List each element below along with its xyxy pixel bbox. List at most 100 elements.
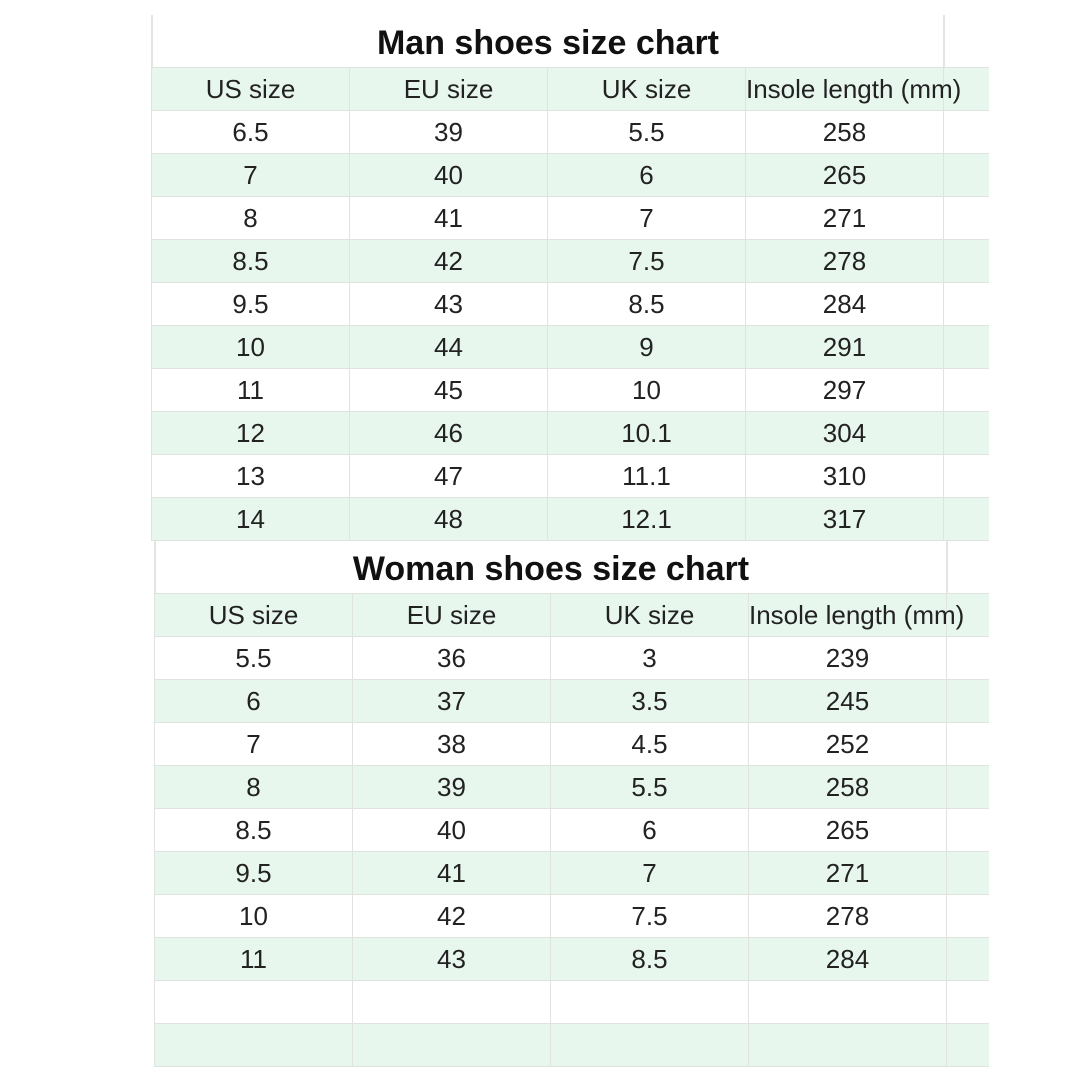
table-cell: 7 bbox=[547, 196, 746, 240]
table-row: 8 41 7 271 bbox=[151, 196, 989, 240]
table-cell: 48 bbox=[349, 497, 548, 541]
empty-cell bbox=[943, 153, 989, 197]
table-cell: 6.5 bbox=[151, 110, 350, 154]
empty-cell bbox=[946, 722, 989, 766]
column-header: US size bbox=[154, 593, 353, 637]
table-cell: 41 bbox=[349, 196, 548, 240]
woman-size-table: US size EU size UK size Insole length (mm) 5… bbox=[154, 593, 989, 1067]
table-cell: 278 bbox=[748, 894, 947, 938]
header-row: US size EU size UK size Insole length (mm) bbox=[151, 67, 989, 111]
empty-cell bbox=[943, 411, 989, 455]
table-cell: 3.5 bbox=[550, 679, 749, 723]
empty-cell bbox=[946, 593, 989, 637]
column-header: UK size bbox=[550, 593, 749, 637]
column-header: US size bbox=[151, 67, 350, 111]
table-cell: 42 bbox=[349, 239, 548, 283]
table-cell: 9 bbox=[547, 325, 746, 369]
table-cell: 271 bbox=[748, 851, 947, 895]
table-cell: 11 bbox=[151, 368, 350, 412]
table-row: 9.5 41 7 271 bbox=[154, 851, 989, 895]
table-cell: 9.5 bbox=[154, 851, 353, 895]
table-cell: 310 bbox=[745, 454, 944, 498]
table-cell: 10 bbox=[151, 325, 350, 369]
empty-cell bbox=[943, 497, 989, 541]
table-cell: 47 bbox=[349, 454, 548, 498]
man-chart-title: Man shoes size chart bbox=[151, 15, 945, 67]
table-cell: 44 bbox=[349, 325, 548, 369]
column-header: EU size bbox=[349, 67, 548, 111]
table-cell bbox=[748, 980, 947, 1024]
table-cell: 278 bbox=[745, 239, 944, 283]
table-cell bbox=[154, 980, 353, 1024]
table-row bbox=[154, 980, 989, 1024]
table-cell: 11.1 bbox=[547, 454, 746, 498]
empty-cell bbox=[943, 454, 989, 498]
table-cell: 7 bbox=[550, 851, 749, 895]
empty-cell bbox=[943, 282, 989, 326]
table-cell: 4.5 bbox=[550, 722, 749, 766]
empty-cell bbox=[946, 636, 989, 680]
table-row: 11 43 8.5 284 bbox=[154, 937, 989, 981]
table-cell: 252 bbox=[748, 722, 947, 766]
man-size-table: US size EU size UK size Insole length (mm) 6… bbox=[151, 67, 989, 541]
empty-cell bbox=[946, 1023, 989, 1067]
table-cell: 265 bbox=[745, 153, 944, 197]
table-row: 7 40 6 265 bbox=[151, 153, 989, 197]
empty-cell bbox=[946, 894, 989, 938]
table-cell: 43 bbox=[352, 937, 551, 981]
table-row: 14 48 12.1 317 bbox=[151, 497, 989, 541]
table-cell: 6 bbox=[154, 679, 353, 723]
table-cell: 6 bbox=[550, 808, 749, 852]
empty-cell bbox=[943, 110, 989, 154]
table-cell: 13 bbox=[151, 454, 350, 498]
empty-cell bbox=[943, 196, 989, 240]
table-row: 7 38 4.5 252 bbox=[154, 722, 989, 766]
table-cell: 7.5 bbox=[547, 239, 746, 283]
table-row: 8 39 5.5 258 bbox=[154, 765, 989, 809]
empty-cell bbox=[946, 808, 989, 852]
table-cell: 7 bbox=[151, 153, 350, 197]
table-cell: 304 bbox=[745, 411, 944, 455]
column-header: EU size bbox=[352, 593, 551, 637]
empty-cell bbox=[943, 239, 989, 283]
column-header: UK size bbox=[547, 67, 746, 111]
table-cell: 43 bbox=[349, 282, 548, 326]
table-cell: 239 bbox=[748, 636, 947, 680]
table-row: 8.5 42 7.5 278 bbox=[151, 239, 989, 283]
table-cell: 38 bbox=[352, 722, 551, 766]
table-cell: 39 bbox=[349, 110, 548, 154]
table-row: 5.5 36 3 239 bbox=[154, 636, 989, 680]
table-cell: 284 bbox=[748, 937, 947, 981]
header-row: US size EU size UK size Insole length (mm) bbox=[154, 593, 989, 637]
table-cell: 10.1 bbox=[547, 411, 746, 455]
table-cell: 291 bbox=[745, 325, 944, 369]
empty-cell bbox=[946, 765, 989, 809]
table-cell bbox=[352, 1023, 551, 1067]
table-cell: 46 bbox=[349, 411, 548, 455]
empty-cell bbox=[943, 368, 989, 412]
table-cell: 297 bbox=[745, 368, 944, 412]
table-cell: 3 bbox=[550, 636, 749, 680]
empty-cell bbox=[946, 679, 989, 723]
table-cell: 8 bbox=[151, 196, 350, 240]
table-cell: 11 bbox=[154, 937, 353, 981]
empty-cell bbox=[946, 980, 989, 1024]
table-cell bbox=[550, 980, 749, 1024]
table-cell: 5.5 bbox=[154, 636, 353, 680]
table-cell: 40 bbox=[349, 153, 548, 197]
table-cell: 5.5 bbox=[550, 765, 749, 809]
table-cell: 7 bbox=[154, 722, 353, 766]
table-cell: 271 bbox=[745, 196, 944, 240]
column-header: Insole length (mm) bbox=[748, 593, 964, 637]
empty-cell bbox=[943, 67, 989, 111]
table-cell: 42 bbox=[352, 894, 551, 938]
empty-cell bbox=[946, 851, 989, 895]
table-row: 12 46 10.1 304 bbox=[151, 411, 989, 455]
empty-cell bbox=[946, 937, 989, 981]
table-cell: 8.5 bbox=[547, 282, 746, 326]
table-cell: 7.5 bbox=[550, 894, 749, 938]
table-cell bbox=[550, 1023, 749, 1067]
table-cell bbox=[154, 1023, 353, 1067]
column-header: Insole length (mm) bbox=[745, 67, 961, 111]
woman-chart-title: Woman shoes size chart bbox=[154, 541, 948, 593]
